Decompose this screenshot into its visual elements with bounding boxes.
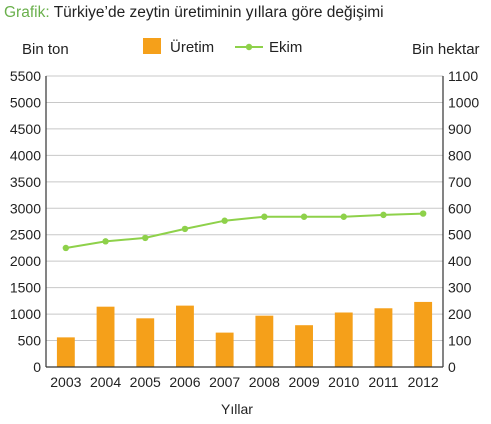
x-tick-label: 2003 (50, 374, 81, 390)
x-tick-label: 2012 (408, 374, 439, 390)
y-tick-label: 1500 (10, 280, 41, 296)
chart-title-prefix: Grafik: (4, 4, 50, 21)
y2-tick-label: 900 (448, 121, 472, 137)
y2-tick-label: 300 (448, 280, 472, 296)
y-tick-label: 1000 (10, 306, 41, 322)
legend-bar-label: Üretim (170, 38, 214, 56)
x-tick-label: 2008 (249, 374, 280, 390)
bar (295, 325, 313, 367)
legend: Üretim Ekim (143, 38, 302, 56)
x-axis-label: Yıllar (221, 401, 253, 417)
y-tick-label: 2000 (10, 253, 41, 269)
line-point (221, 217, 228, 224)
bar (334, 312, 353, 367)
bar (414, 301, 433, 367)
y2-axis-label: Bin hektar (412, 41, 480, 58)
x-tick-label: 2007 (209, 374, 240, 390)
y2-tick-label: 100 (448, 333, 472, 349)
bar (255, 315, 274, 367)
y-tick-label: 2500 (10, 227, 41, 243)
line-point (261, 213, 268, 220)
y2-tick-label: 1000 (448, 94, 479, 110)
y2-tick-label: 700 (448, 174, 472, 190)
y2-tick-label: 1100 (448, 68, 478, 84)
x-tick-label: 2006 (169, 374, 200, 390)
bar-series (56, 301, 433, 367)
line-point (181, 225, 189, 233)
axes: 0500100015002000250030003500400045005000… (10, 68, 480, 390)
line-point (102, 238, 109, 245)
grid-lines (46, 75, 443, 342)
y-tick-label: 0 (33, 359, 41, 375)
y-tick-label: 3000 (10, 200, 41, 216)
chart-title: Grafik: Türkiye’de zeytin üretiminin yıl… (4, 4, 384, 22)
y2-tick-label: 200 (448, 306, 472, 322)
x-tick-label: 2004 (90, 374, 121, 390)
y-tick-label: 5000 (10, 94, 41, 110)
line-point (340, 213, 347, 220)
line-point (142, 234, 149, 242)
y-tick-label: 4500 (10, 121, 41, 137)
x-tick-label: 2009 (288, 374, 319, 390)
legend-line-marker (245, 43, 253, 51)
y2-tick-label: 800 (448, 147, 472, 163)
line-point (300, 213, 308, 220)
y-axis-label: Bin ton (22, 41, 69, 58)
bar (56, 337, 75, 367)
y-tick-label: 3500 (10, 174, 41, 190)
y2-tick-label: 0 (448, 359, 456, 375)
bar (215, 332, 234, 367)
line-series (62, 210, 427, 252)
bar (136, 318, 155, 367)
x-tick-label: 2010 (328, 374, 359, 390)
legend-line-label: Ekim (269, 39, 302, 56)
legend-bar-swatch (143, 38, 161, 54)
series-line (65, 212, 424, 249)
y-tick-label: 5500 (10, 68, 41, 84)
line-point (62, 244, 70, 252)
y-tick-label: 4000 (10, 147, 41, 163)
y2-tick-label: 400 (448, 253, 472, 269)
chart-title-text: Türkiye’de zeytin üretiminin yıllara gör… (53, 4, 384, 21)
y2-tick-label: 500 (448, 227, 472, 243)
bar (176, 305, 194, 367)
bar (96, 306, 115, 367)
line-point (419, 210, 427, 217)
bar (374, 308, 393, 367)
x-tick-label: 2011 (368, 374, 398, 390)
y-tick-label: 500 (18, 333, 42, 349)
y2-tick-label: 600 (448, 200, 472, 216)
axis-labels: Bin ton Bin hektar Yıllar (22, 41, 480, 417)
x-tick-label: 2005 (130, 374, 161, 390)
line-point (380, 211, 387, 219)
